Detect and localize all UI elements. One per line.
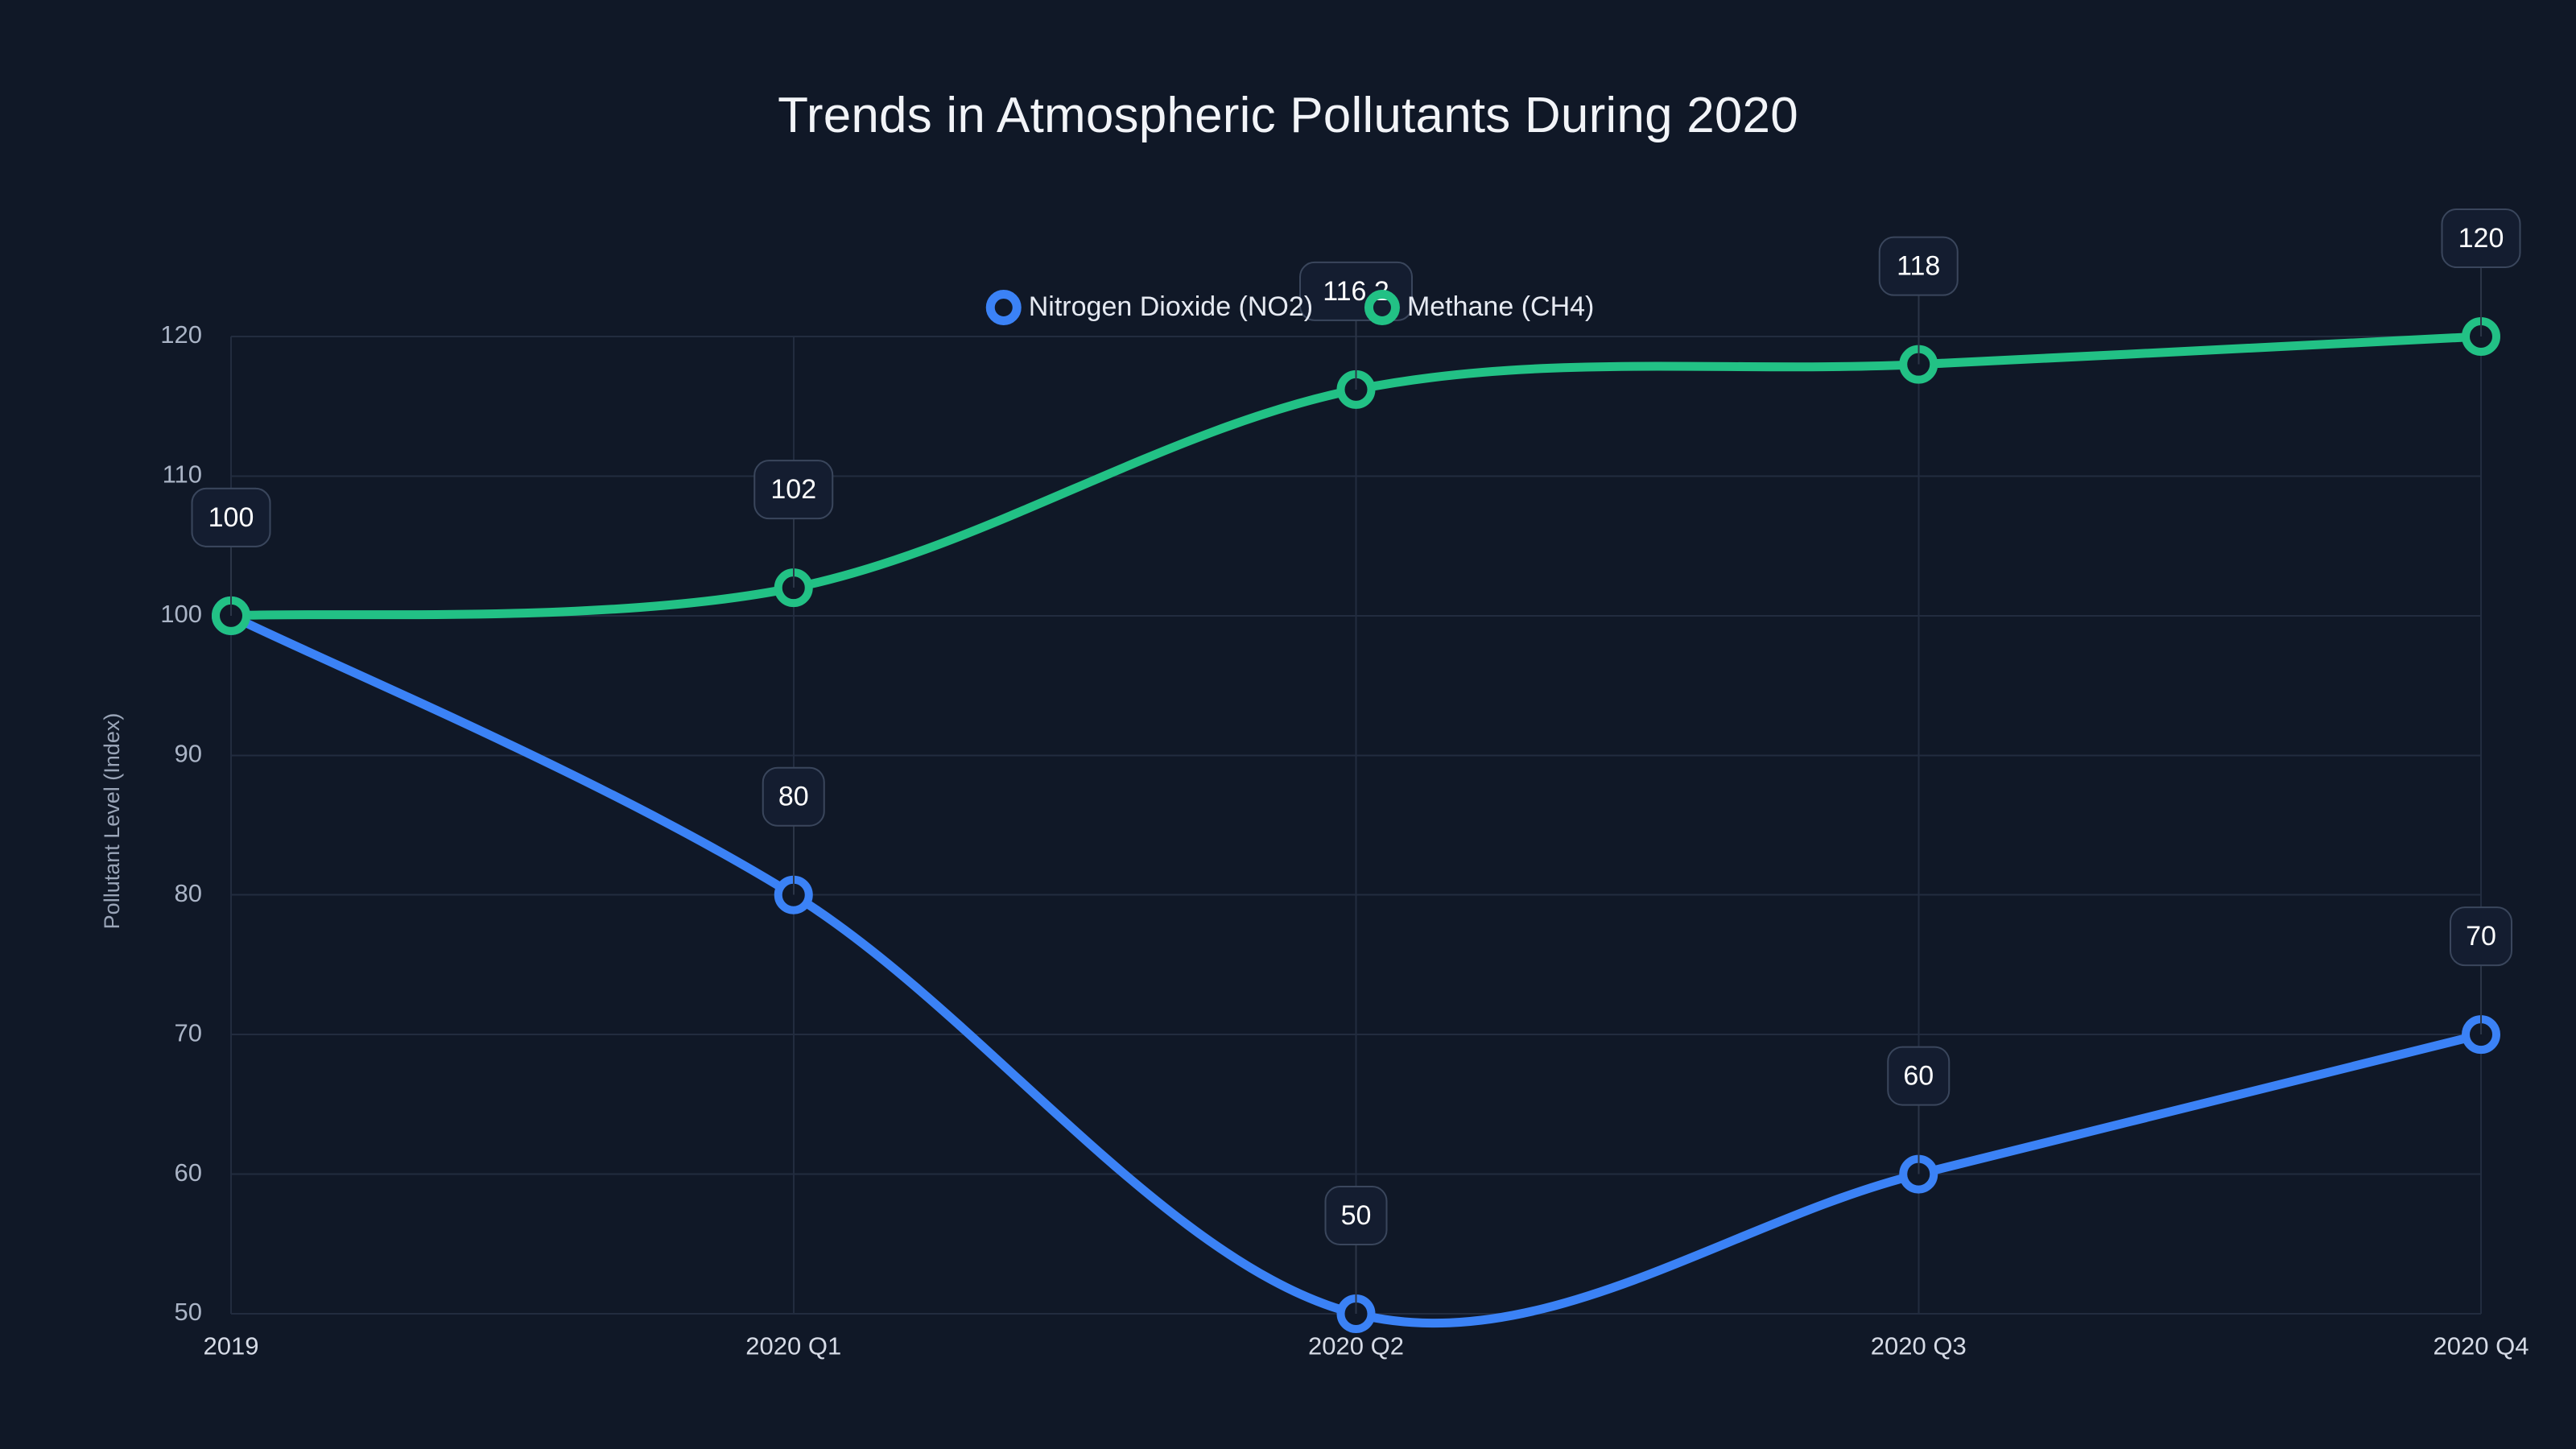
data-point-label-text: 70 <box>2466 921 2496 952</box>
legend-item-1[interactable]: Nitrogen Dioxide (NO2) <box>985 290 1313 325</box>
legend-item-label: Nitrogen Dioxide (NO2) <box>1029 291 1313 322</box>
y-axis-title-group: Pollutant Level (Index) <box>100 713 124 930</box>
y-axis-tick-label: 100 <box>160 600 202 628</box>
data-point-label: 100 <box>191 487 271 616</box>
chart-legend[interactable]: Nitrogen Dioxide (NO2) Methane (CH4) <box>985 290 1594 325</box>
data-point-label: 60 <box>1887 1046 1951 1174</box>
y-axis-tick-label: 80 <box>175 879 202 907</box>
grid-lines <box>230 336 2482 1315</box>
data-point-label: 118 <box>1878 236 1959 365</box>
x-axis-tick-label: 2020 Q3 <box>1871 1331 1967 1360</box>
chart-title: Trends in Atmospheric Pollutants During … <box>778 88 1798 143</box>
data-point-label-text: 102 <box>770 474 816 505</box>
x-axis-tick-label: 2019 <box>204 1331 259 1360</box>
x-axis-ticks: 2019 2020 Q1 2020 Q2 2020 Q3 2020 Q4 <box>204 1331 2529 1360</box>
x-axis-tick-label: 2020 Q2 <box>1308 1331 1404 1360</box>
y-axis-tick-label: 120 <box>160 320 202 349</box>
x-axis-tick-label: 2020 Q1 <box>745 1331 841 1360</box>
y-axis-tick-label: 90 <box>175 739 202 767</box>
data-point-label-text: 60 <box>1903 1061 1934 1092</box>
data-point-label: 116.2 <box>1299 261 1413 390</box>
legend-item-label: Methane (CH4) <box>1407 291 1594 322</box>
y-axis-tick-label: 50 <box>175 1298 202 1326</box>
x-axis-tick-label: 2020 Q4 <box>2434 1331 2529 1360</box>
data-point-label-text: 100 <box>208 502 254 533</box>
data-point-label: 70 <box>2450 906 2512 1035</box>
data-point-label: 80 <box>762 766 825 895</box>
data-point-label-text: 118 <box>1897 251 1940 282</box>
data-point-label-text: 120 <box>2458 223 2504 254</box>
y-axis-tick-label: 60 <box>175 1158 202 1187</box>
y-axis-tick-label: 70 <box>175 1018 202 1046</box>
y-axis-title: Pollutant Level (Index) <box>100 713 124 930</box>
data-point-label-text: 50 <box>1341 1200 1372 1231</box>
y-axis-tick-label: 110 <box>163 460 202 489</box>
data-point-label-text: 80 <box>778 782 809 812</box>
data-point-label: 50 <box>1324 1186 1388 1314</box>
data-point-markers[interactable] <box>212 317 2500 1333</box>
data-point-label: 102 <box>753 460 834 588</box>
y-axis-ticks: 50 60 70 80 90 100 110 120 <box>160 320 202 1326</box>
legend-item-2[interactable]: Methane (CH4) <box>1364 290 1594 325</box>
data-point-label: 120 <box>2441 208 2521 336</box>
